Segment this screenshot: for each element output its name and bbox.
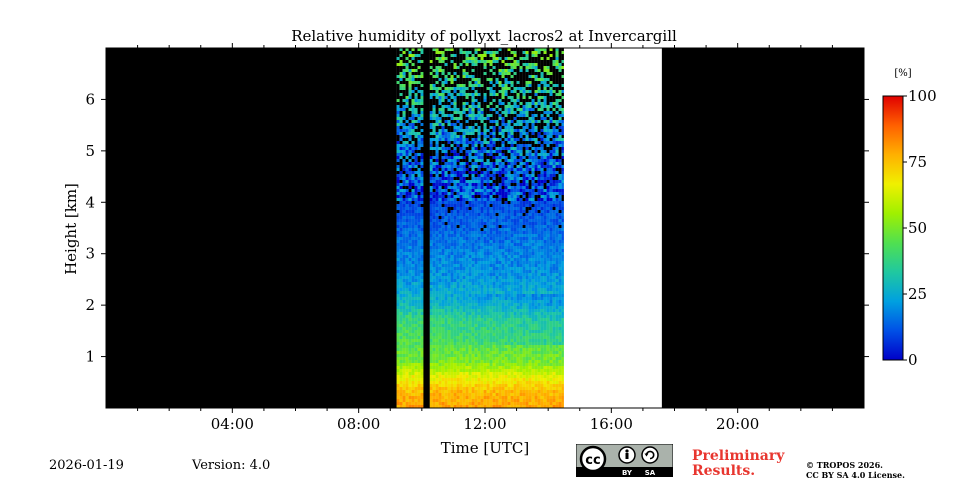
- colorbar-gradient: [882, 95, 904, 361]
- plot-area: [106, 48, 864, 408]
- chart-title: Relative humidity of pollyxt_lacros2 at …: [291, 27, 677, 45]
- no-measurement-gap-0: [563, 48, 662, 408]
- humidity-field: [396, 48, 564, 408]
- x-axis-label: Time [UTC]: [441, 439, 530, 457]
- x-tick-label: 04:00: [211, 415, 254, 433]
- y-tick-label: 3: [85, 245, 95, 263]
- y-tick-label: 6: [85, 90, 95, 108]
- no-data-region-1: [423, 48, 430, 408]
- colorbar-tick-label: 25: [908, 285, 927, 303]
- axes: 04:00 08:00 12:00 16:00 20:00 1 2 3 4 5 6: [85, 43, 869, 433]
- colorbar-tick-label: 50: [908, 219, 927, 237]
- y-tick-label: 5: [85, 142, 95, 160]
- colorbar-unit: [%]: [894, 68, 911, 79]
- by-label: BY: [622, 469, 633, 477]
- y-axis-label: Height [km]: [62, 183, 80, 275]
- colorbar-tick-label: 0: [908, 351, 918, 369]
- preliminary-line-2: Results.: [692, 463, 756, 479]
- colorbar-tick-label: 100: [908, 87, 937, 105]
- preliminary-line-1: Preliminary: [692, 448, 785, 464]
- y-tick-label: 4: [85, 193, 95, 211]
- colorbar: 0 25 50 75 100: [882, 87, 937, 369]
- sa-label: SA: [645, 469, 656, 477]
- share-alike-icon: [641, 446, 659, 464]
- copyright-notice: © TROPOS 2026. CC BY SA 4.0 License.: [806, 460, 905, 480]
- version-label: Version: 4.0: [192, 458, 271, 473]
- x-tick-label: 20:00: [716, 415, 759, 433]
- no-data-region-0: [106, 48, 397, 408]
- copyright-line-1: © TROPOS 2026.: [806, 460, 883, 470]
- x-tick-label: 16:00: [590, 415, 633, 433]
- copyright-line-2: CC BY SA 4.0 License.: [806, 470, 905, 480]
- x-tick-label: 12:00: [463, 415, 506, 433]
- no-data-region-2: [661, 48, 864, 408]
- cc-license-badge: cc BY SA: [576, 444, 673, 477]
- date-label: 2026-01-19: [49, 458, 124, 473]
- cc-icon: [579, 445, 607, 473]
- colorbar-tick-label: 75: [908, 153, 927, 171]
- preliminary-notice: Preliminary Results.: [692, 449, 784, 479]
- y-tick-label: 2: [85, 296, 95, 314]
- x-tick-label: 08:00: [337, 415, 380, 433]
- cc-icon-label: cc: [585, 453, 600, 468]
- y-tick-label: 1: [85, 348, 95, 366]
